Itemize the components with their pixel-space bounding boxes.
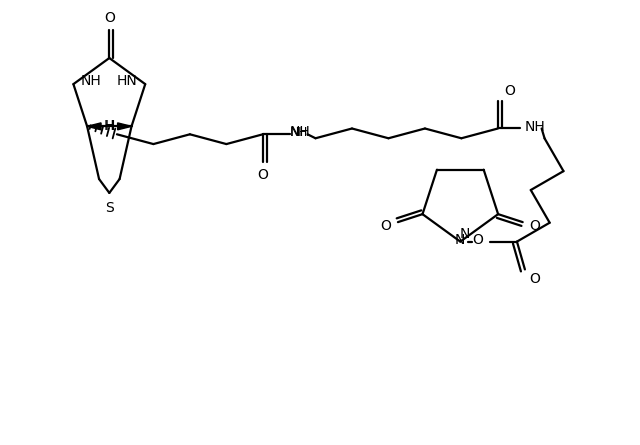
Text: O: O [529, 219, 540, 233]
Polygon shape [118, 123, 131, 130]
Text: N: N [290, 126, 300, 139]
Text: O: O [257, 168, 268, 182]
Text: N: N [455, 233, 465, 247]
Text: H: H [298, 126, 307, 139]
Text: N: N [460, 227, 470, 241]
Text: O: O [504, 84, 515, 98]
Text: O: O [104, 11, 115, 25]
Text: O: O [529, 272, 540, 287]
Text: H: H [104, 119, 114, 134]
Text: NH: NH [81, 74, 102, 88]
Text: S: S [105, 201, 114, 215]
Text: O: O [380, 219, 391, 233]
Text: H: H [104, 119, 115, 134]
Text: NH: NH [524, 120, 545, 134]
Text: NH: NH [289, 125, 310, 139]
Polygon shape [87, 123, 101, 130]
Text: O: O [472, 233, 483, 247]
Text: HN: HN [117, 74, 138, 88]
